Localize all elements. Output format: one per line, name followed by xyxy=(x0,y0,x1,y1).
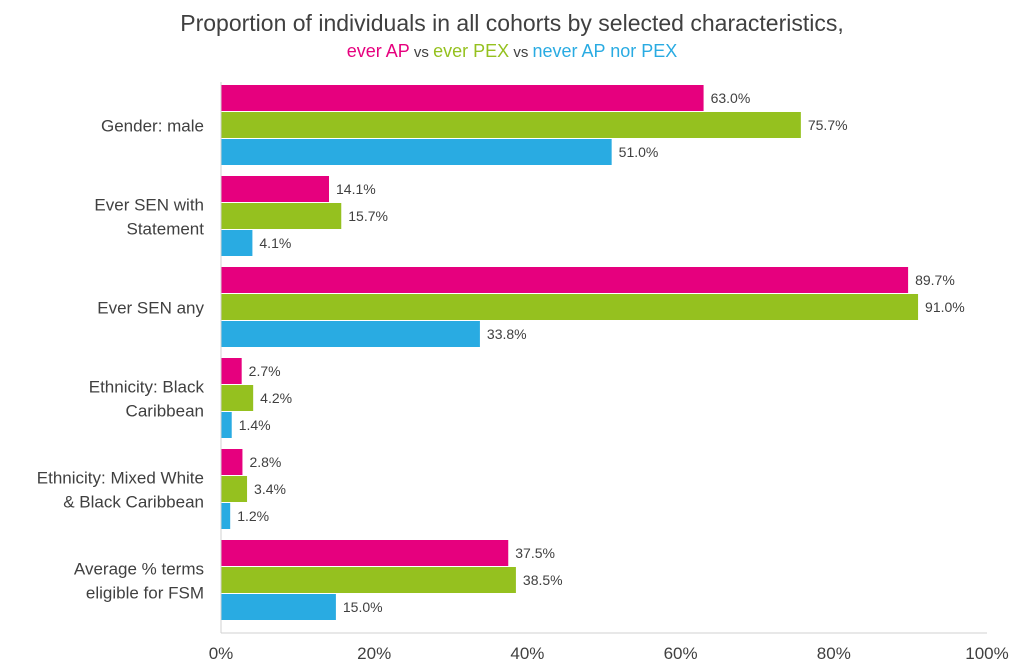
bar-4-series-2 xyxy=(221,385,254,411)
category-label-4-line-2: Caribbean xyxy=(126,402,204,421)
data-label-6-series-1: 37.5% xyxy=(515,545,555,561)
data-label-2-series-3: 4.1% xyxy=(259,235,291,251)
bar-1-series-3 xyxy=(221,139,612,165)
x-tick-label-5: 80% xyxy=(817,644,851,663)
x-tick-label-1: 0% xyxy=(209,644,234,663)
bar-5-series-3 xyxy=(221,503,231,529)
data-label-5-series-2: 3.4% xyxy=(254,481,286,497)
data-label-5-series-3: 1.2% xyxy=(237,508,269,524)
data-label-2-series-1: 14.1% xyxy=(336,181,376,197)
category-label-6-line-1: Average % terms xyxy=(74,560,204,579)
x-tick-label-2: 20% xyxy=(357,644,391,663)
bar-2-series-2 xyxy=(221,203,342,229)
subtitle-series-3: never AP nor PEX xyxy=(532,41,678,61)
bar-5-series-1 xyxy=(221,449,243,475)
data-label-4-series-1: 2.7% xyxy=(249,363,281,379)
data-label-6-series-3: 15.0% xyxy=(343,599,383,615)
chart-subtitle: ever AP vs ever PEX vs never AP nor PEX xyxy=(0,38,1024,66)
category-label-3: Ever SEN any xyxy=(97,299,204,318)
data-label-1-series-1: 63.0% xyxy=(711,90,751,106)
bar-4-series-3 xyxy=(221,412,232,438)
bar-1-series-2 xyxy=(221,112,801,138)
subtitle-series-1: ever AP xyxy=(346,41,410,61)
subtitle-vs-2: vs xyxy=(509,44,533,61)
category-label-2-line-1: Ever SEN with xyxy=(94,196,204,215)
data-label-1-series-3: 51.0% xyxy=(619,144,659,160)
x-tick-label-4: 60% xyxy=(664,644,698,663)
data-label-1-series-2: 75.7% xyxy=(808,117,848,133)
data-label-2-series-2: 15.7% xyxy=(348,208,388,224)
bar-2-series-1 xyxy=(221,176,330,202)
data-label-3-series-2: 91.0% xyxy=(925,299,965,315)
category-label-5-line-1: Ethnicity: Mixed White xyxy=(37,469,204,488)
data-label-3-series-3: 33.8% xyxy=(487,326,527,342)
data-label-4-series-3: 1.4% xyxy=(239,417,271,433)
category-label-1: Gender: male xyxy=(101,117,204,136)
bar-3-series-3 xyxy=(221,321,480,347)
data-label-6-series-2: 38.5% xyxy=(523,572,563,588)
data-label-4-series-2: 4.2% xyxy=(260,390,292,406)
data-label-3-series-1: 89.7% xyxy=(915,272,955,288)
category-label-2-line-2: Statement xyxy=(127,220,205,239)
bar-2-series-3 xyxy=(221,230,253,256)
chart-title: Proportion of individuals in all cohorts… xyxy=(0,8,1024,66)
bar-5-series-2 xyxy=(221,476,248,502)
bar-4-series-1 xyxy=(221,358,242,384)
category-label-6-line-2: eligible for FSM xyxy=(86,584,204,603)
bar-6-series-1 xyxy=(221,540,509,566)
bar-3-series-1 xyxy=(221,267,909,293)
plot-area: 63.0% 75.7% 51.0% Gender: male 14.1% 15.7% 4.1… xyxy=(37,82,1009,663)
category-label-4-line-1: Ethnicity: Black xyxy=(89,378,205,397)
category-label-5-line-2: & Black Caribbean xyxy=(63,493,204,512)
x-tick-label-6: 100% xyxy=(965,644,1008,663)
bar-6-series-2 xyxy=(221,567,516,593)
data-label-5-series-1: 2.8% xyxy=(249,454,281,470)
subtitle-vs-1: vs xyxy=(409,44,434,61)
bar-6-series-3 xyxy=(221,594,336,620)
bar-3-series-2 xyxy=(221,294,919,320)
chart-title-text: Proportion of individuals in all cohorts… xyxy=(180,10,844,36)
x-tick-label-3: 40% xyxy=(510,644,544,663)
subtitle-series-2: ever PEX xyxy=(433,41,510,61)
bar-1-series-1 xyxy=(221,85,704,111)
